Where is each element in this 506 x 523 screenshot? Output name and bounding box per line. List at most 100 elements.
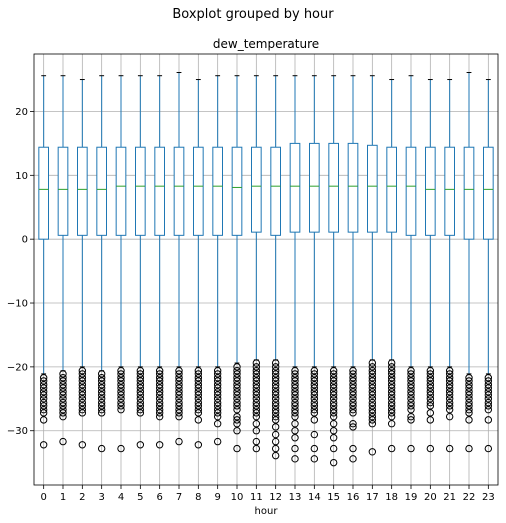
box-group-hour-10 [231, 75, 243, 453]
outlier-point [465, 395, 473, 403]
outlier-point [271, 405, 280, 414]
outlier-point [78, 441, 87, 449]
outlier-point [310, 370, 319, 378]
outlier-point [349, 377, 357, 385]
outlier-point [233, 420, 241, 428]
box-iqr [270, 146, 282, 236]
outlier-point [407, 416, 415, 424]
outlier-point [39, 374, 48, 382]
outlier-point [136, 402, 145, 410]
outlier-point [484, 384, 493, 392]
outlier-point [426, 409, 435, 417]
outlier-point [252, 402, 261, 410]
outlier-point [368, 359, 377, 367]
outlier-point [310, 388, 319, 396]
outlier-point [271, 409, 280, 417]
outlier-point [117, 384, 125, 392]
outlier-point [426, 402, 435, 410]
outlier-point [175, 367, 183, 375]
outlier-point [252, 381, 261, 389]
outlier-point [368, 388, 377, 396]
outlier-point [426, 398, 435, 407]
outlier-point [233, 427, 241, 435]
outlier-point [465, 402, 473, 410]
outlier-point [310, 430, 319, 439]
x-tick-label: 17 [366, 492, 379, 503]
outlier-point [484, 388, 493, 396]
outlier-point [155, 391, 164, 399]
outlier-point [136, 388, 145, 396]
outlier-point [136, 391, 145, 399]
outlier-point [465, 384, 473, 392]
outlier-point [291, 444, 299, 453]
outlier-point [465, 381, 473, 389]
outlier-point [445, 388, 454, 396]
outlier-point [291, 374, 299, 382]
outlier-point [271, 374, 280, 382]
outlier-point [59, 405, 67, 414]
outlier-point [39, 391, 48, 399]
x-tick-label: 20 [424, 492, 437, 503]
outlier-point [271, 381, 280, 389]
box-group-hour-17 [367, 75, 378, 456]
outlier-point [368, 398, 377, 407]
outlier-point [213, 395, 222, 403]
outlier-point [349, 455, 357, 463]
outlier-point [252, 420, 261, 428]
x-tick-label: 13 [289, 492, 302, 503]
outlier-point [39, 377, 48, 385]
x-tick-label: 11 [250, 492, 263, 503]
outlier-point [349, 367, 357, 375]
outlier-point [59, 377, 67, 385]
outlier-point [97, 444, 106, 453]
outlier-point [252, 367, 261, 375]
outlier-point [291, 391, 299, 399]
outlier-point [136, 405, 145, 414]
outlier-point [310, 409, 319, 417]
x-tick-label: 22 [463, 492, 476, 503]
outlier-point [39, 388, 48, 396]
outlier-point [213, 384, 222, 392]
outlier-point [233, 444, 241, 453]
box-group-hour-13 [289, 75, 301, 463]
box-group-hour-0 [38, 75, 49, 449]
box-iqr [251, 146, 262, 233]
outlier-point [329, 381, 338, 389]
outlier-point [445, 395, 454, 403]
outlier-point [213, 374, 222, 382]
box-group-hour-21 [444, 79, 456, 453]
outlier-point [445, 374, 454, 382]
outlier-point [175, 405, 183, 414]
outlier-point [59, 437, 67, 446]
outlier-point [155, 441, 164, 449]
outlier-point [407, 377, 415, 385]
outlier-point [271, 412, 280, 421]
outlier-point [78, 395, 87, 403]
outlier-point [368, 420, 377, 428]
outlier-point [59, 388, 67, 396]
outlier-point [349, 388, 357, 396]
outlier-point [407, 412, 415, 421]
box-iqr [77, 146, 88, 236]
outlier-point [407, 391, 415, 399]
outlier-point [484, 444, 493, 453]
outlier-point [252, 444, 261, 453]
x-tick-label: 4 [118, 492, 124, 503]
outlier-point [155, 370, 164, 378]
outlier-point [78, 384, 87, 392]
outlier-point [291, 370, 299, 378]
box-iqr [367, 144, 378, 233]
outlier-point [368, 405, 377, 414]
outlier-point [445, 405, 454, 414]
outlier-point [59, 370, 67, 378]
x-tick-label: 8 [195, 492, 201, 503]
outlier-point [445, 412, 454, 421]
outlier-point [59, 395, 67, 403]
outlier-point [465, 377, 473, 385]
outlier-point [252, 398, 261, 407]
outlier-point [117, 367, 125, 375]
outlier-point [175, 412, 183, 421]
outlier-point [194, 405, 203, 414]
outlier-point [213, 377, 222, 385]
outlier-point [39, 405, 48, 414]
